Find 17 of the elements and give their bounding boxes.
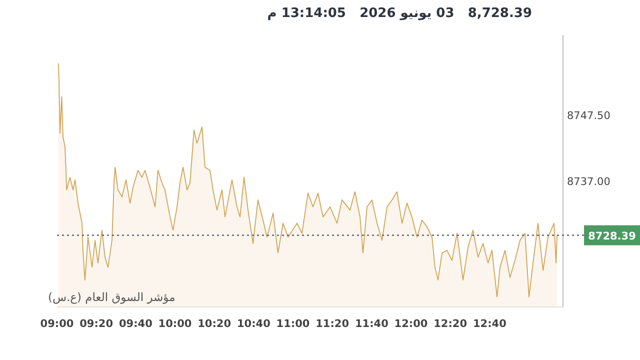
x-tick-label: 10:20 [198,318,232,330]
x-tick-label: 11:40 [354,318,388,330]
x-tick-label: 12:00 [394,318,428,330]
y-tick-label: 8747.50 [567,110,610,122]
annotation: مؤشر السوق العام (ع.س) [48,290,176,304]
x-tick-label: 10:00 [158,318,192,330]
x-tick-label: 09:40 [118,318,152,330]
x-tick-label: 12:40 [472,318,506,330]
x-tick-label: 09:20 [80,318,114,330]
x-tick-label: 10:40 [236,318,270,330]
y-tick-label: 8737.00 [567,176,610,188]
x-tick-label: 12:20 [434,318,468,330]
chart-title: 8,728.39 03 يونيو 2026 13:14:05 م [267,6,532,21]
x-tick-label: 11:00 [276,318,310,330]
x-tick-label: 11:20 [316,318,350,330]
x-tick-label: 09:00 [40,318,74,330]
ref-line-label: 8728.39 [588,230,636,242]
